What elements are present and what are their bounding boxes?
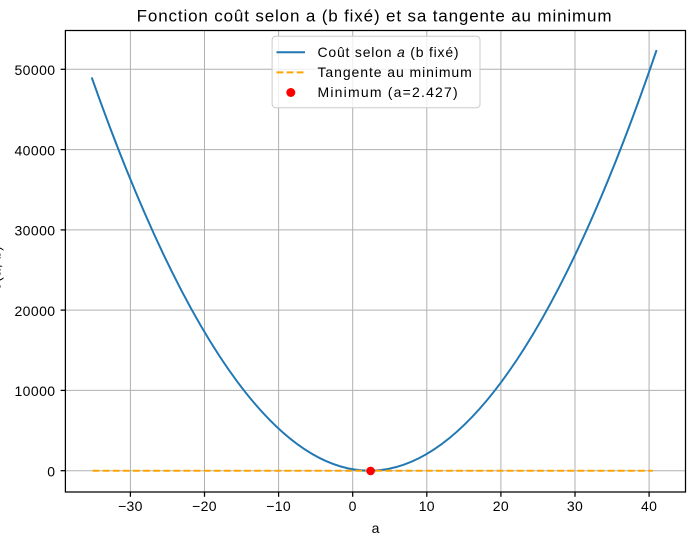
- svg-text:10000: 10000: [14, 383, 55, 399]
- svg-text:a: a: [372, 520, 380, 536]
- svg-text:Fonction coût selon a (b fixé): Fonction coût selon a (b fixé) et sa tan…: [137, 7, 613, 26]
- svg-text:40: 40: [641, 498, 657, 514]
- svg-text:50000: 50000: [14, 62, 55, 78]
- svg-text:0: 0: [47, 463, 55, 479]
- svg-text:0: 0: [349, 498, 357, 514]
- svg-text:30000: 30000: [14, 223, 55, 239]
- svg-text:−30: −30: [118, 498, 143, 514]
- svg-text:Tangente au minimum: Tangente au minimum: [318, 64, 473, 80]
- svg-text:Minimum (a=2.427): Minimum (a=2.427): [318, 84, 459, 100]
- svg-text:30: 30: [567, 498, 583, 514]
- svg-text:20000: 20000: [14, 303, 55, 319]
- svg-text:J(a, b): J(a, b): [0, 246, 4, 290]
- svg-text:40000: 40000: [14, 142, 55, 158]
- svg-text:20: 20: [493, 498, 509, 514]
- svg-text:Coût selon a (b fixé): Coût selon a (b fixé): [318, 44, 460, 60]
- svg-text:−20: −20: [192, 498, 217, 514]
- svg-text:10: 10: [419, 498, 435, 514]
- svg-text:−10: −10: [266, 498, 291, 514]
